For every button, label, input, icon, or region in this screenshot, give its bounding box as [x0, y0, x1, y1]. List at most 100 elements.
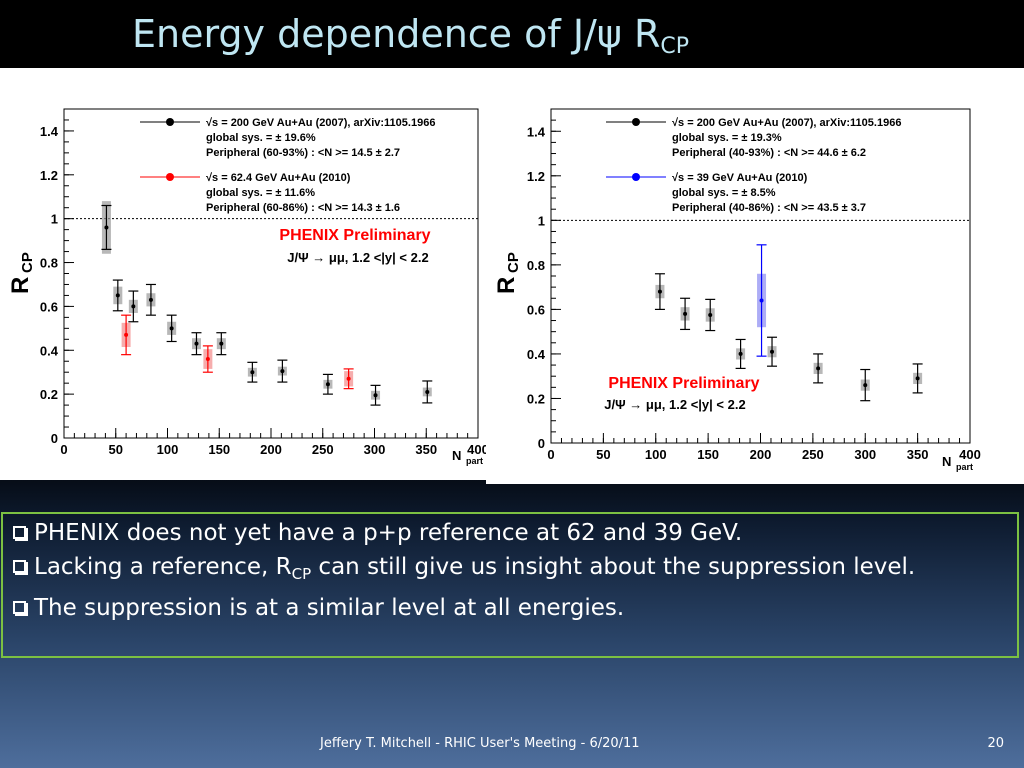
rcp-chart-39gev: 0 0.2 0.4 0.6 0.8 1 1.2 1.4 0 50 100 150 200 250 300 35…	[493, 108, 981, 472]
y-tick-label: 1	[538, 213, 545, 228]
checkbox-bullet-icon	[13, 601, 26, 614]
legend-text: global sys. = ± 19.6%	[206, 132, 316, 144]
legend-text: √s = 62.4 GeV Au+Au (2010)	[206, 172, 351, 184]
x-tick-label: 250	[802, 447, 824, 462]
legend-text: √s = 200 GeV Au+Au (2007), arXiv:1105.19…	[206, 117, 435, 129]
x-tick-label: 300	[854, 447, 876, 462]
x-tick-label: 200	[750, 447, 772, 462]
legend-text: global sys. = ± 8.5%	[672, 187, 776, 199]
data-point	[708, 312, 713, 317]
data-point	[104, 225, 109, 230]
data-point	[194, 341, 199, 346]
y-tick-label: 0.6	[527, 302, 545, 317]
y-tick-label: 1.2	[527, 169, 545, 184]
bullet-item: The suppression is at a similar level at…	[13, 591, 1007, 625]
footer-credit: Jeffery T. Mitchell - RHIC User's Meetin…	[320, 736, 640, 751]
plot-panel-left: 0 0.2 0.4 0.6 0.8 1 1.2 1.4 0 50 100 150 200 250 300 35…	[0, 68, 486, 480]
preliminary-label: PHENIX Preliminary	[608, 375, 759, 392]
x-axis-label-sub: part	[466, 456, 483, 466]
data-point	[425, 389, 430, 394]
y-axis-label: R	[7, 277, 34, 294]
x-tick-label: 150	[208, 442, 230, 457]
data-point	[657, 289, 662, 294]
x-tick-label: 150	[697, 447, 719, 462]
x-axis-label: N	[942, 454, 951, 469]
y-tick-label: 0.6	[40, 299, 58, 314]
x-axis-label-sub: part	[956, 462, 973, 472]
bullet-text: Lacking a reference, R	[34, 554, 292, 580]
legend-marker	[166, 173, 174, 181]
y-tick-label: 0.2	[527, 391, 545, 406]
data-point	[915, 376, 920, 381]
legend-text: √s = 200 GeV Au+Au (2007), arXiv:1105.19…	[672, 117, 901, 129]
data-point	[131, 304, 136, 309]
y-tick-label: 0.8	[40, 256, 58, 271]
x-tick-label: 250	[312, 442, 334, 457]
x-tick-label: 200	[260, 442, 282, 457]
data-point	[250, 370, 255, 375]
slide-number: 20	[987, 736, 1004, 751]
legend-text: Peripheral (60-86%) : <N >= 14.3 ± 1.6	[206, 202, 400, 214]
data-point	[346, 376, 351, 381]
y-tick-label: 0	[51, 431, 58, 446]
data-point	[738, 351, 743, 356]
y-axis-label: R	[493, 277, 520, 294]
bullet-text: PHENIX does not yet have a p+p reference…	[34, 520, 743, 546]
legend-text: √s = 39 GeV Au+Au (2010)	[672, 172, 808, 184]
bullet-subscript: CP	[291, 565, 312, 583]
data-point	[115, 293, 120, 298]
x-tick-label: 50	[596, 447, 610, 462]
slide-title: Energy dependence of J/ψ RCP	[0, 0, 1024, 68]
data-point	[816, 366, 821, 371]
y-tick-label: 1.4	[40, 124, 59, 139]
y-tick-label: 1.4	[527, 124, 546, 139]
data-point	[863, 383, 868, 388]
data-point	[205, 357, 210, 362]
legend-marker	[166, 118, 174, 126]
data-point	[219, 341, 224, 346]
channel-label: J/Ψ → μμ, 1.2 <|y| < 2.2	[287, 250, 428, 265]
x-tick-label: 400	[467, 442, 486, 457]
data-point	[280, 369, 285, 374]
x-tick-label: 400	[959, 447, 981, 462]
bullet-box: PHENIX does not yet have a p+p reference…	[1, 512, 1019, 658]
preliminary-label: PHENIX Preliminary	[279, 227, 430, 244]
checkbox-bullet-icon	[13, 526, 26, 539]
legend-text: Peripheral (40-93%) : <N >= 44.6 ± 6.2	[672, 147, 866, 159]
data-point	[169, 326, 174, 331]
y-tick-label: 0.2	[40, 387, 58, 402]
x-tick-label: 0	[60, 442, 67, 457]
data-point	[683, 311, 688, 316]
legend-text: Peripheral (40-86%) : <N >= 43.5 ± 3.7	[672, 202, 866, 214]
title-main: Energy dependence of J/ψ R	[132, 12, 661, 56]
x-tick-label: 100	[157, 442, 179, 457]
legend-text: global sys. = ± 11.6%	[206, 187, 315, 199]
x-tick-label: 350	[907, 447, 929, 462]
y-axis-label-sub: CP	[505, 252, 522, 273]
plot-panel-right: 0 0.2 0.4 0.6 0.8 1 1.2 1.4 0 50 100 150 200 250 300 35…	[486, 68, 1024, 484]
bullet-text-cont: can still give us insight about the supp…	[311, 554, 916, 580]
data-point	[124, 332, 129, 337]
bullet-text: The suppression is at a similar level at…	[34, 595, 625, 621]
channel-label: J/Ψ → μμ, 1.2 <|y| < 2.2	[604, 397, 745, 412]
data-point	[373, 393, 378, 398]
x-tick-label: 50	[109, 442, 123, 457]
x-tick-label: 350	[415, 442, 437, 457]
bullet-item: Lacking a reference, RCP can still give …	[13, 550, 1007, 591]
rcp-chart-62gev: 0 0.2 0.4 0.6 0.8 1 1.2 1.4 0 50 100 150 200 250 300 35…	[7, 108, 486, 466]
bullet-item: PHENIX does not yet have a p+p reference…	[13, 516, 1007, 550]
legend-marker	[632, 118, 640, 126]
data-point	[325, 382, 330, 387]
title-subscript: CP	[660, 34, 690, 59]
y-tick-label: 0.4	[527, 347, 546, 362]
data-point	[759, 298, 764, 303]
y-tick-label: 0	[538, 436, 545, 451]
y-tick-label: 0.8	[527, 258, 545, 273]
y-tick-label: 1.2	[40, 168, 58, 183]
legend-text: global sys. = ± 19.3%	[672, 132, 782, 144]
legend-text: Peripheral (60-93%) : <N >= 14.5 ± 2.7	[206, 147, 400, 159]
y-tick-label: 0.4	[40, 343, 59, 358]
checkbox-bullet-icon	[13, 560, 26, 573]
legend-marker	[632, 173, 640, 181]
data-point	[770, 349, 775, 354]
